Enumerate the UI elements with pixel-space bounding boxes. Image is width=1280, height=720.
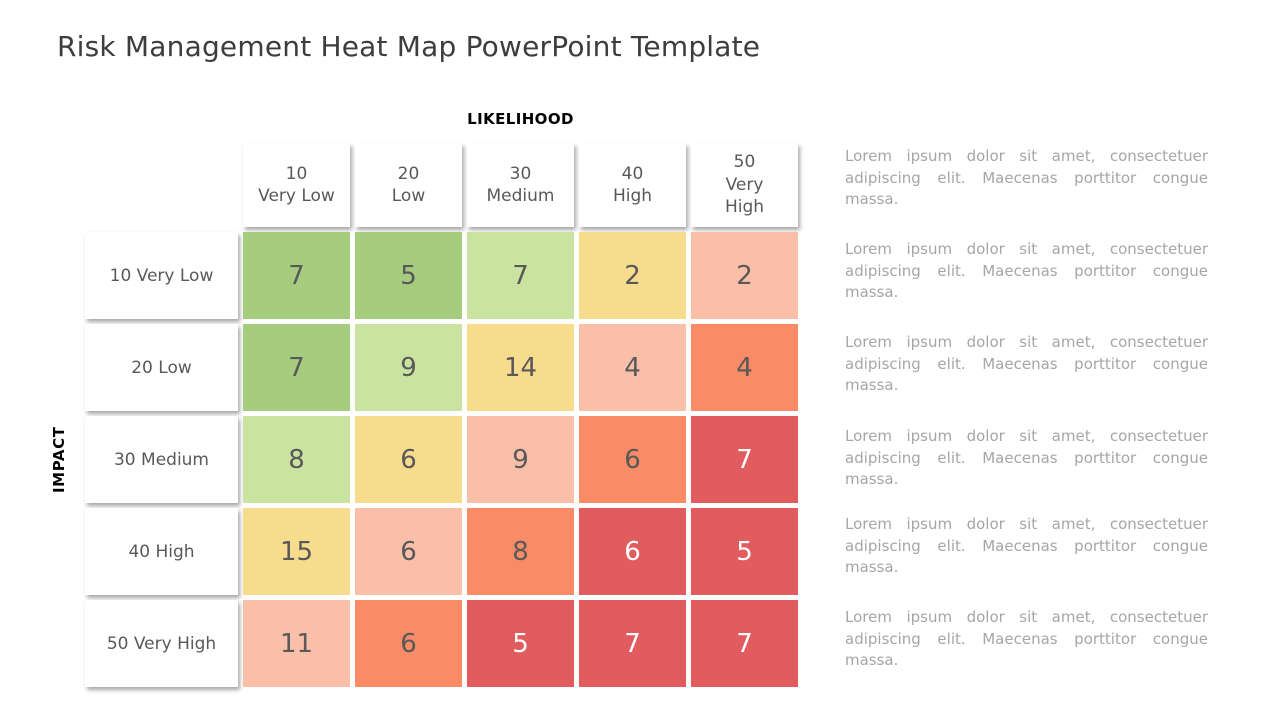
heatmap-cell: 6 — [355, 416, 462, 503]
row-label-low: 20 Low — [85, 324, 238, 411]
lorem-note: Lorem ipsum dolor sit amet, consectetuer… — [845, 240, 1208, 301]
corner-spacer — [85, 143, 238, 227]
heatmap-cell: 8 — [243, 416, 350, 503]
heatmap-cell: 6 — [579, 416, 686, 503]
lorem-note: Lorem ipsum dolor sit amet, consectetuer… — [845, 608, 1208, 669]
heatmap-cell: 4 — [579, 324, 686, 411]
column-header-very-low: 10 Very Low — [243, 143, 350, 227]
heatmap-cell: 6 — [579, 508, 686, 595]
heatmap-cell: 11 — [243, 600, 350, 687]
column-header-value: 40 — [621, 163, 644, 184]
heatmap-cell: 15 — [243, 508, 350, 595]
column-header-label: Very Low — [258, 186, 335, 206]
lorem-note: Lorem ipsum dolor sit amet, consectetuer… — [845, 427, 1208, 488]
heatmap-cell: 2 — [691, 232, 798, 319]
row-label-very-high: 50 Very High — [85, 600, 238, 687]
column-header-label: Medium — [486, 186, 555, 206]
heatmap-cell: 7 — [579, 600, 686, 687]
row-label-medium: 30 Medium — [85, 416, 238, 503]
impact-axis-label: IMPACT — [50, 426, 68, 494]
heatmap-cell: 9 — [355, 324, 462, 411]
lorem-note: Lorem ipsum dolor sit amet, consectetuer… — [845, 333, 1208, 394]
column-header-very-high: 50 Very High — [691, 143, 798, 227]
lorem-note: Lorem ipsum dolor sit amet, consectetuer… — [845, 515, 1208, 576]
likelihood-axis-label: LIKELIHOOD — [467, 110, 574, 128]
heatmap-cell: 7 — [243, 232, 350, 319]
heatmap-cell: 2 — [579, 232, 686, 319]
heatmap-cell: 8 — [467, 508, 574, 595]
column-header-label: High — [612, 186, 653, 206]
heatmap-cell: 7 — [467, 232, 574, 319]
lorem-note: Lorem ipsum dolor sit amet, consectetuer… — [845, 147, 1208, 208]
row-label-very-low: 10 Very Low — [85, 232, 238, 319]
heatmap-cell: 7 — [243, 324, 350, 411]
column-header-label: High — [724, 197, 765, 218]
heatmap-cell: 6 — [355, 508, 462, 595]
heatmap-cell: 7 — [691, 600, 798, 687]
heatmap-cell: 5 — [691, 508, 798, 595]
row-label-high: 40 High — [85, 508, 238, 595]
heatmap-cell: 4 — [691, 324, 798, 411]
slide-title: Risk Management Heat Map PowerPoint Temp… — [57, 30, 761, 63]
risk-heatmap-grid: 10 Very Low 20 Low 30 Medium 40 High 50 … — [85, 143, 798, 687]
column-header-low: 20 Low — [355, 143, 462, 227]
heatmap-cell: 14 — [467, 324, 574, 411]
heatmap-cell: 9 — [467, 416, 574, 503]
heatmap-cell: 6 — [355, 600, 462, 687]
column-header-value: 30 — [509, 163, 532, 184]
column-header-value: 50 — [733, 152, 756, 173]
column-header-high: 40 High — [579, 143, 686, 227]
column-header-value: 20 — [397, 163, 420, 184]
column-header-value: 10 — [285, 163, 308, 184]
heatmap-cell: 5 — [467, 600, 574, 687]
heatmap-cell: 7 — [691, 416, 798, 503]
column-header-label: Low — [391, 186, 426, 206]
column-header-label: Very — [725, 174, 764, 195]
column-header-medium: 30 Medium — [467, 143, 574, 227]
heatmap-cell: 5 — [355, 232, 462, 319]
